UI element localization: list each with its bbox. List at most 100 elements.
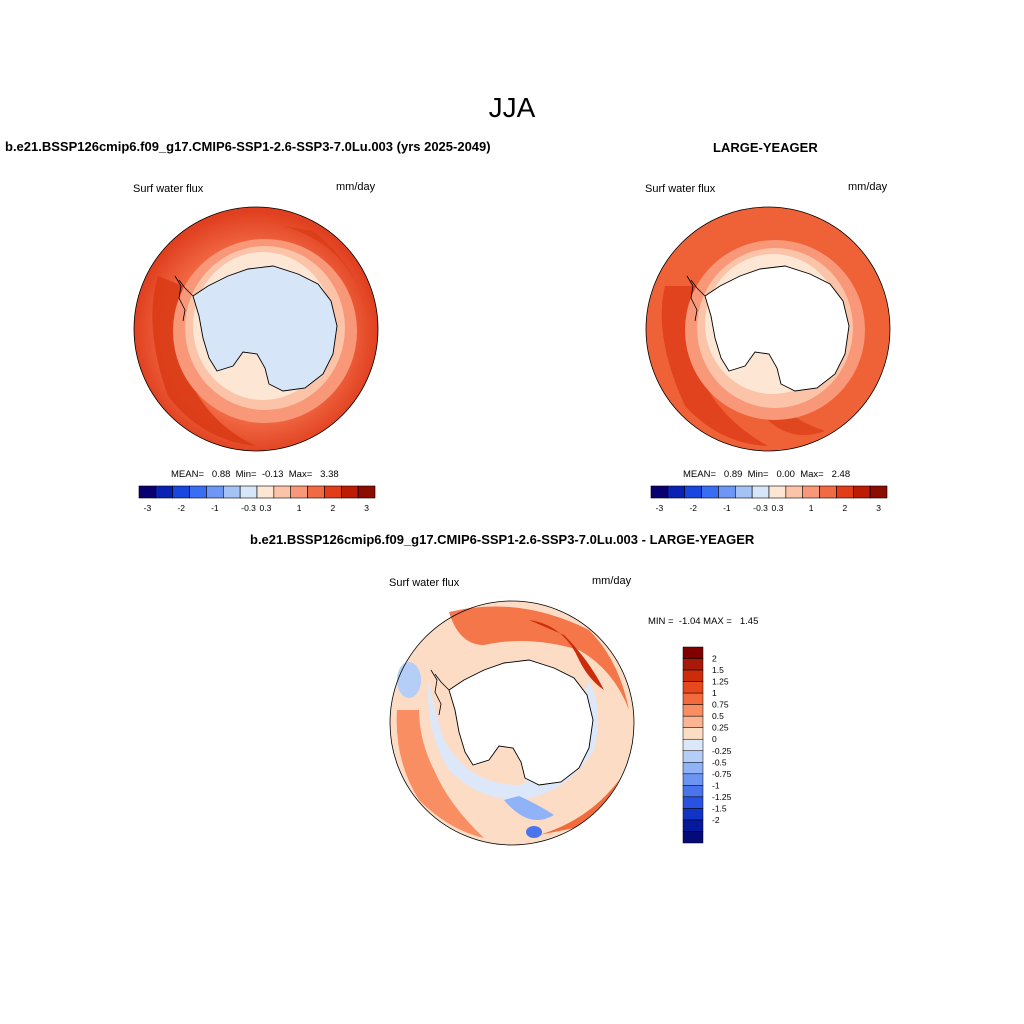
colorbar-tick-label: 1 — [297, 503, 302, 513]
colorbar-box — [802, 485, 820, 499]
panel2-south-america-coast — [686, 275, 698, 322]
colorbar-tick-label: 3 — [364, 503, 369, 513]
colorbar-box — [650, 485, 669, 499]
panel3-colorbar-boxes — [682, 646, 704, 844]
colorbar-box — [869, 485, 888, 499]
colorbar-box — [682, 831, 704, 844]
panel1-units-label: mm/day — [336, 181, 376, 193]
colorbar-box — [684, 485, 702, 499]
colorbar-box — [357, 485, 376, 499]
panel1-colorbar-boxes — [138, 485, 376, 499]
panel2-map-border — [645, 206, 891, 452]
colorbar-box — [239, 485, 258, 499]
colorbar-tick-label: 0.75 — [712, 700, 729, 710]
colorbar-box — [682, 750, 704, 763]
colorbar-tick-label: -1.5 — [712, 803, 727, 813]
colorbar-box — [273, 485, 292, 499]
panel3-variable-label: Surf water flux — [389, 577, 460, 589]
colorbar-box — [307, 485, 325, 499]
panel2-units-label: mm/day — [848, 181, 888, 193]
colorbar-tick-label: 1 — [809, 503, 814, 513]
colorbar-tick-label: -0.3 — [753, 503, 768, 513]
panel2-title: LARGE-YEAGER — [713, 140, 818, 155]
colorbar-box — [682, 773, 704, 786]
colorbar-tick-label: 0.5 — [712, 711, 724, 721]
colorbar-box — [138, 485, 157, 499]
colorbar-tick-label: -1 — [712, 780, 720, 790]
colorbar-box — [785, 485, 804, 499]
colorbar-box — [819, 485, 837, 499]
panel3-antarctica-continent — [448, 659, 594, 786]
colorbar-tick-label: 0.3 — [772, 503, 784, 513]
colorbar-box — [222, 485, 241, 499]
colorbar-tick-label: -0.3 — [241, 503, 256, 513]
panel3-south-negative-patch — [504, 796, 554, 820]
colorbar-tick-label: -1 — [723, 503, 731, 513]
colorbar-box — [667, 485, 686, 499]
colorbar-box — [852, 485, 871, 499]
colorbar-tick-label: 1 — [712, 688, 717, 698]
panel1-peninsula — [178, 279, 194, 297]
colorbar-box — [682, 715, 704, 728]
colorbar-box — [682, 796, 704, 809]
colorbar-tick-label: -2 — [177, 503, 185, 513]
colorbar-tick-label: -2 — [712, 815, 720, 825]
colorbar-tick-label: -0.25 — [712, 746, 732, 756]
colorbar-tick-label: 3 — [876, 503, 881, 513]
colorbar-tick-label: 2 — [842, 503, 847, 513]
colorbar-box — [682, 658, 704, 671]
panel2-colorbar: -3 -2 -1 -0.3 0.3 1 2 3 — [650, 485, 888, 513]
panel1-antarctica-continent — [192, 265, 338, 392]
panel2-variable-label: Surf water flux — [645, 183, 716, 195]
panel3-south-america-coast — [430, 669, 442, 716]
colorbar-box — [682, 762, 704, 775]
colorbar-tick-label: -3 — [144, 503, 152, 513]
panel2-polar-map — [645, 206, 891, 452]
colorbar-box — [290, 485, 308, 499]
colorbar-tick-label: -1.25 — [712, 792, 732, 802]
panel3-west-negative-patch — [397, 662, 421, 698]
colorbar-box — [256, 485, 275, 499]
panel1-variable-label: Surf water flux — [133, 183, 204, 195]
panel3-title: b.e21.BSSP126cmip6.f09_g17.CMIP6-SSP1-2.… — [250, 532, 755, 547]
colorbar-tick-label: -1 — [211, 503, 219, 513]
colorbar-box — [682, 681, 704, 694]
colorbar-tick-label: 2 — [330, 503, 335, 513]
colorbar-tick-label: -3 — [656, 503, 664, 513]
colorbar-box — [682, 819, 704, 832]
colorbar-box — [682, 808, 704, 821]
colorbar-tick-label: 0 — [712, 734, 717, 744]
colorbar-tick-label: 1.25 — [712, 677, 729, 687]
panel3-west-positive-band — [396, 710, 484, 838]
colorbar-tick-label: -2 — [689, 503, 697, 513]
colorbar-box — [701, 485, 719, 499]
colorbar-box — [172, 485, 190, 499]
season-title: JJA — [488, 92, 536, 123]
colorbar-box — [682, 704, 704, 717]
colorbar-tick-label: -0.5 — [712, 757, 727, 767]
colorbar-tick-label: 0.3 — [260, 503, 272, 513]
colorbar-box — [682, 692, 704, 705]
panel3-colorbar-labels: 21.5 1.251 0.750.5 0.250 -0.25-0.5 -0.75-1 -1.… — [712, 654, 732, 825]
panel2-colorbar-labels: -3 -2 -1 -0.3 0.3 1 2 3 — [656, 503, 882, 513]
panel1-polar-map — [133, 206, 379, 452]
colorbar-tick-label: 1.5 — [712, 665, 724, 675]
panel3-units-label: mm/day — [592, 575, 632, 587]
colorbar-box — [324, 485, 342, 499]
colorbar-box — [682, 785, 704, 798]
colorbar-box — [718, 485, 736, 499]
panel3-stats: MIN = -1.04 MAX = 1.45 — [648, 616, 759, 627]
colorbar-box — [189, 485, 207, 499]
colorbar-box — [155, 485, 174, 499]
panel2-antarctica-continent — [704, 265, 850, 392]
panel1-south-america-coast — [174, 275, 186, 322]
panel1-colorbar-labels: -3 -2 -1 -0.3 0.3 1 2 3 — [144, 503, 370, 513]
panel3-southeast-positive — [539, 780, 619, 835]
colorbar-box — [682, 669, 704, 682]
colorbar-box — [734, 485, 753, 499]
panel1-colorbar: -3 -2 -1 -0.3 0.3 1 2 3 — [138, 485, 376, 513]
colorbar-tick-label: -0.75 — [712, 769, 732, 779]
colorbar-box — [682, 727, 704, 740]
panel1-stats: MEAN= 0.88 Min= -0.13 Max= 3.38 — [171, 469, 339, 480]
colorbar-box — [682, 738, 704, 752]
